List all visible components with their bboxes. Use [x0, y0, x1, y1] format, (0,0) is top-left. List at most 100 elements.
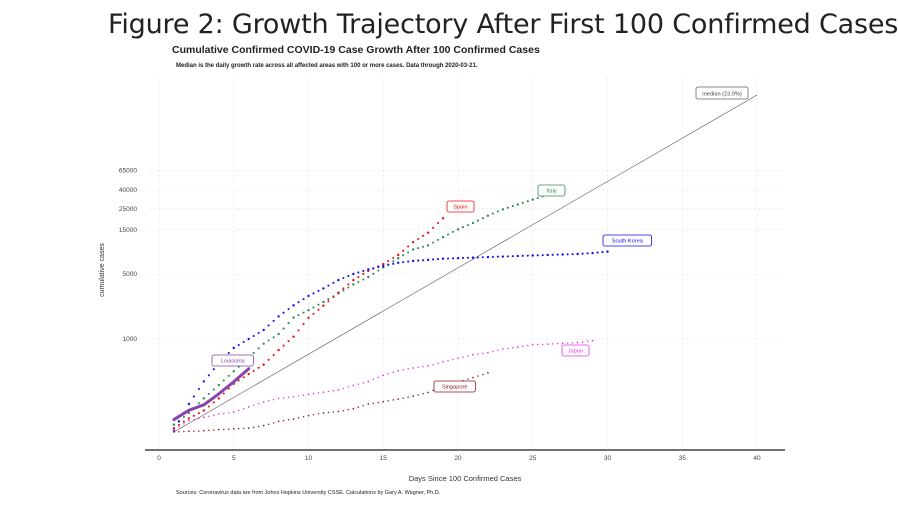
- data-point: [232, 370, 235, 373]
- series-dot: [481, 217, 484, 220]
- y-tick-label: 1000: [123, 336, 138, 343]
- series-dot: [332, 411, 335, 413]
- series-dot: [601, 251, 604, 254]
- data-point: [202, 397, 206, 400]
- series-dot: [212, 368, 215, 371]
- data-point: [487, 372, 489, 374]
- series-dot: [287, 307, 290, 311]
- series-dot: [192, 395, 195, 398]
- series-dot: [407, 245, 410, 248]
- series-dot: [437, 258, 440, 261]
- data-point: [472, 376, 474, 379]
- data-point: [367, 275, 370, 279]
- y-axis-title: cumulative cases: [99, 243, 106, 297]
- label-text: median (23.9%): [702, 92, 742, 98]
- series-dot: [496, 210, 499, 213]
- series-dot: [392, 256, 395, 260]
- series-dot: [566, 253, 569, 256]
- series-dot: [312, 312, 315, 315]
- series-dot: [193, 418, 195, 421]
- series-dot: [282, 311, 285, 314]
- median-line: [173, 94, 758, 433]
- series-dot: [422, 245, 425, 248]
- series-dot: [496, 255, 499, 258]
- median-layer: [173, 94, 758, 433]
- series-dot: [497, 349, 499, 351]
- data-point: [352, 283, 355, 286]
- series-dot: [252, 369, 255, 372]
- series-dot: [377, 269, 380, 272]
- series-dot: [477, 353, 479, 355]
- data-point: [277, 315, 280, 318]
- series-dot: [357, 383, 360, 385]
- data-point: [516, 346, 519, 349]
- series-dot: [332, 389, 335, 392]
- data-point: [217, 428, 220, 431]
- data-point: [232, 346, 235, 350]
- series-dot: [302, 323, 305, 326]
- data-point: [307, 393, 310, 396]
- series-spain: [172, 216, 445, 430]
- series-dot: [417, 247, 420, 250]
- series-dot: [541, 343, 544, 346]
- data-point: [247, 337, 250, 341]
- series-dot: [347, 408, 350, 411]
- x-tick-label: 25: [529, 455, 537, 462]
- series-dot: [327, 411, 330, 414]
- series-dot: [462, 356, 464, 358]
- series-dot: [432, 241, 435, 244]
- series-label-south-korea: South Korea: [602, 234, 652, 247]
- data-point: [277, 348, 280, 352]
- data-point: [202, 380, 206, 383]
- data-point: [516, 254, 520, 258]
- series-dot: [257, 425, 260, 428]
- series-dot: [357, 280, 360, 284]
- series-dot: [417, 259, 420, 262]
- data-point: [172, 426, 176, 430]
- series-dot: [257, 347, 260, 350]
- series-dot: [526, 200, 529, 203]
- series-dot: [527, 344, 529, 347]
- series-dot: [213, 414, 215, 416]
- chart-title: Cumulative Confirmed COVID-19 Case Growt…: [172, 44, 540, 56]
- series-dot: [222, 392, 225, 395]
- data-point: [411, 248, 415, 251]
- series-dot: [372, 378, 375, 381]
- series-dot: [207, 374, 210, 377]
- series-dot: [402, 249, 405, 252]
- series-dot: [491, 255, 494, 258]
- series-dot: [297, 417, 300, 419]
- series-dot: [342, 277, 345, 280]
- series-dot: [197, 412, 200, 415]
- data-point: [187, 417, 191, 420]
- x-axis-title: Days Since 100 Confirmed Cases: [409, 474, 522, 483]
- series-dot: [447, 359, 449, 362]
- series-dot: [347, 274, 350, 278]
- label-box: [433, 380, 476, 393]
- series-dot: [207, 392, 210, 395]
- series-dot: [362, 382, 365, 384]
- series-dot: [177, 420, 180, 423]
- series-dot: [257, 331, 260, 335]
- series-dot: [482, 373, 484, 376]
- data-point: [172, 423, 176, 426]
- series-dot: [551, 343, 554, 345]
- series-dot: [506, 255, 509, 258]
- series-dot: [242, 407, 245, 410]
- series-label-japan: Japan: [561, 344, 590, 357]
- series-dot: [197, 387, 200, 390]
- series-layer: [172, 193, 609, 433]
- data-point: [576, 341, 579, 344]
- data-point: [173, 431, 175, 433]
- series-dot: [407, 260, 410, 263]
- data-point: [487, 351, 489, 354]
- data-point: [486, 214, 490, 217]
- series-dot: [237, 343, 240, 347]
- series-dot: [477, 375, 479, 377]
- series-dot: [506, 206, 509, 209]
- axis-layer: 0 5 10 15 20 25 30 35 40 1000 5000 15000 25000 40000 6…: [119, 168, 785, 462]
- series-dot: [357, 406, 360, 408]
- series-dot: [551, 253, 554, 256]
- series-dot: [372, 272, 375, 275]
